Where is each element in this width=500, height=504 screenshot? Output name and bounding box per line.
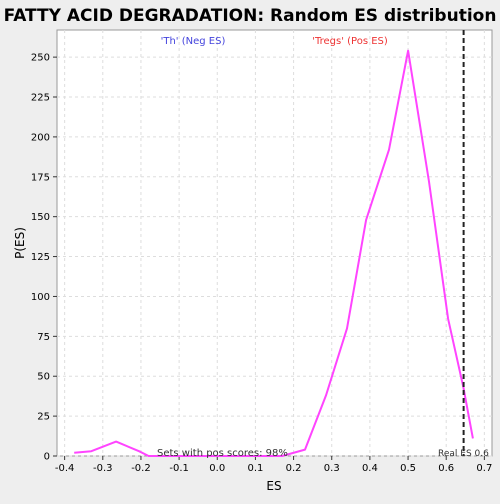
axis-layer: -0.4 -0.3 -0.2 -0.1 0.0 0.1 0.2 0.3 0.4 0.5 0.6 0.7… <box>31 53 492 474</box>
y-tick-label: 100 <box>31 292 50 303</box>
x-tick-label: 0.7 <box>476 463 492 474</box>
x-tick-label: -0.3 <box>93 463 113 474</box>
chart-title: FATTY ACID DEGRADATION: Random ES distri… <box>4 6 497 26</box>
annotation-layer: FATTY ACID DEGRADATION: Random ES distri… <box>4 6 497 493</box>
y-tick-label: 25 <box>37 412 50 423</box>
x-tick-label: 0.2 <box>286 463 302 474</box>
pos-es-label: 'Tregs' (Pos ES) <box>312 36 388 47</box>
real-es-label: Real ES 0.6 <box>438 449 489 459</box>
x-tick-label: 0.3 <box>324 463 340 474</box>
series-layer <box>74 30 474 457</box>
x-tick-label: 0.0 <box>209 463 225 474</box>
x-axis-label: ES <box>266 479 281 493</box>
x-tick-label: -0.1 <box>169 463 189 474</box>
neg-es-label: 'Th' (Neg ES) <box>161 36 226 47</box>
plot-area <box>56 29 493 457</box>
y-tick-label: 250 <box>31 53 50 64</box>
es-distribution-line <box>74 49 474 457</box>
y-tick-label: 75 <box>37 332 50 343</box>
y-tick-label: 50 <box>37 372 50 383</box>
grid-layer <box>57 30 492 457</box>
y-tick-label: 225 <box>31 93 50 104</box>
y-tick-label: 150 <box>31 212 50 223</box>
pos-scores-label: Sets with pos scores: 98% <box>157 448 288 459</box>
x-tick-label: 0.5 <box>400 463 416 474</box>
y-tick-label: 200 <box>31 132 50 143</box>
x-tick-label: -0.4 <box>55 463 75 474</box>
x-tick-label: 0.1 <box>247 463 263 474</box>
y-tick-label: 0 <box>44 452 50 463</box>
x-tick-label: 0.6 <box>438 463 454 474</box>
x-tick-label: -0.2 <box>131 463 151 474</box>
x-tick-label: 0.4 <box>362 463 378 474</box>
y-tick-label: 175 <box>31 172 50 183</box>
y-axis-label: P(ES) <box>13 227 27 259</box>
y-tick-label: 125 <box>31 252 50 263</box>
